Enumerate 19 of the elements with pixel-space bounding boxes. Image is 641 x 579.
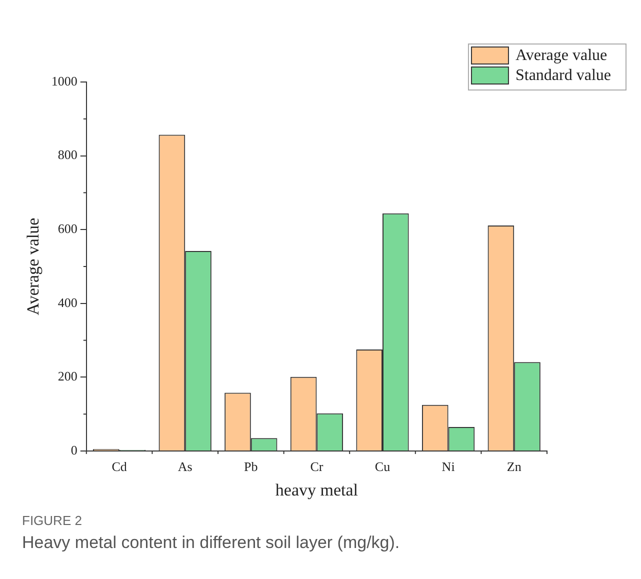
x-tick-label: As (178, 459, 192, 474)
legend-label: Average value (515, 47, 608, 64)
y-tick-label: 400 (58, 294, 78, 310)
y-tick-label: 800 (58, 147, 78, 162)
y-tick-label: 200 (58, 368, 78, 384)
x-tick-label: Zn (506, 459, 522, 474)
x-tick-label: Cu (374, 459, 391, 474)
x-tick-label: Cd (112, 459, 128, 474)
text: Heavy metal content in different soil layer (mg/kg). (22, 532, 400, 554)
x-axis-title: heavy metal (275, 480, 358, 500)
x-tick-label: Cr (310, 459, 324, 474)
y-tick-label: 0 (70, 442, 78, 458)
y-axis-title: Average value (24, 218, 43, 316)
y-tick-label: 1000 (51, 73, 78, 88)
y-tick-label: 600 (58, 221, 78, 236)
legend-label: Standard value (515, 67, 612, 84)
x-tick-label: Ni (442, 459, 456, 474)
x-tick-label: Pb (244, 459, 258, 474)
caption: FIGURE 2 (22, 512, 83, 530)
